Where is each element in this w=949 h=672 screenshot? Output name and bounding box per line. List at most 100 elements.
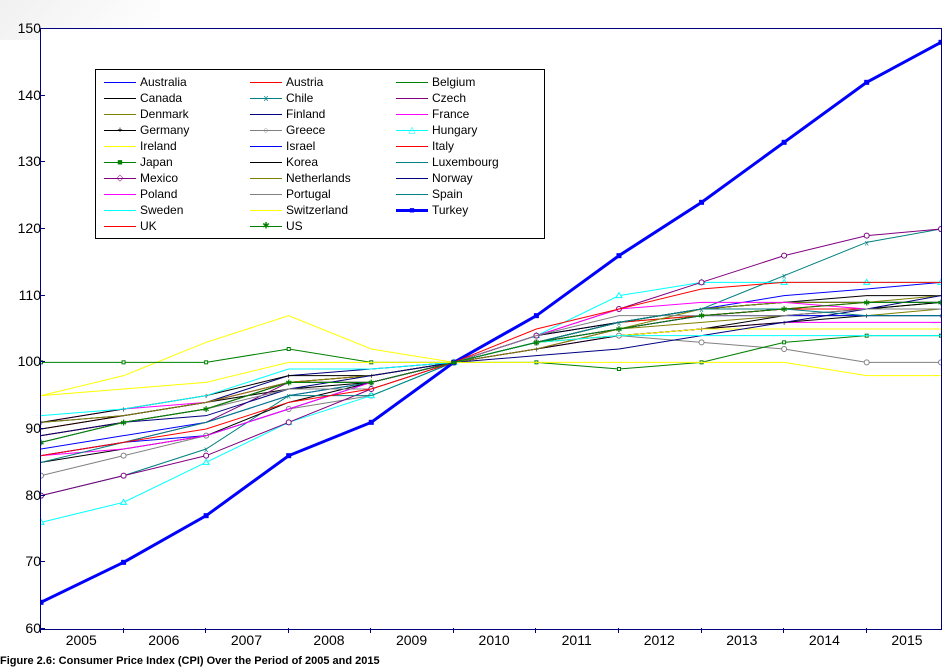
series-marker: ✱ [450, 358, 457, 367]
series-marker [939, 40, 941, 44]
legend-item-norway: Norway [396, 170, 536, 186]
legend-item-italy: Italy [396, 138, 536, 154]
series-line-us [41, 302, 941, 442]
legend-item-korea: Korea [250, 154, 390, 170]
y-axis-tick-label: 120 [18, 220, 41, 236]
series-marker [121, 453, 126, 458]
series-line-germany [41, 316, 941, 423]
series-line-luxembourg [41, 302, 941, 442]
series-marker: ✱ [863, 298, 870, 307]
y-axis-tick-label: 60 [25, 620, 41, 636]
legend-label: Poland [140, 187, 177, 201]
series-line-italy [41, 309, 941, 436]
legend-label: Canada [140, 91, 182, 105]
series-marker [938, 279, 941, 284]
legend-label: Norway [432, 171, 473, 185]
legend-label: Portugal [286, 187, 331, 201]
x-axis-tick-label: 2012 [644, 632, 675, 648]
x-axis-tick-label: 2011 [562, 632, 592, 648]
legend-item-finland: Finland [250, 106, 390, 122]
legend-label: Austria [286, 75, 323, 89]
x-axis-tick-label: 2006 [148, 632, 179, 648]
legend-item-luxembourg: Luxembourg [396, 154, 536, 170]
legend-item-czech: Czech [396, 90, 536, 106]
legend-label: Netherlands [286, 171, 351, 185]
y-axis-tick-label: 130 [18, 153, 41, 169]
legend-item-spain: Spain [396, 186, 536, 202]
legend-label: Greece [286, 123, 325, 137]
legend-item-chile: xChile [250, 90, 390, 106]
legend-item-austria: Austria [250, 74, 390, 90]
legend-item-us: ✱US [250, 218, 390, 234]
legend-label: Korea [286, 155, 318, 169]
x-axis-tick-label: 2005 [66, 632, 97, 648]
legend-item-japan: ■Japan [104, 154, 244, 170]
x-axis-tick-label: 2015 [891, 632, 922, 648]
series-marker: ✱ [698, 312, 705, 321]
series-marker [783, 341, 786, 344]
chart-legend: Australia Austria Belgium Canada xChile Czech… [95, 69, 545, 239]
y-axis-tick-label: 100 [18, 353, 41, 369]
legend-label: Spain [432, 187, 463, 201]
legend-label: Australia [140, 75, 187, 89]
figure-caption: Figure 2.6: Consumer Price Index (CPI) O… [0, 655, 380, 667]
series-marker [699, 280, 704, 285]
legend-label: Chile [286, 91, 313, 105]
series-marker: ✱ [533, 338, 540, 347]
series-marker [369, 420, 373, 424]
series-marker: ✱ [285, 378, 292, 387]
x-axis-tick-label: 2007 [231, 632, 262, 648]
legend-label: Mexico [140, 171, 178, 185]
legend-item-denmark: Denmark [104, 106, 244, 122]
series-marker [286, 420, 291, 425]
series-marker [700, 200, 704, 204]
series-marker [782, 253, 787, 258]
legend-item-portugal: Portugal [250, 186, 390, 202]
legend-label: Japan [140, 155, 173, 169]
series-marker [41, 473, 44, 478]
legend-label: Denmark [140, 107, 189, 121]
series-line-israel [41, 316, 941, 456]
series-line-poland [41, 302, 941, 455]
legend-label: France [432, 107, 469, 121]
legend-label: Hungary [432, 123, 477, 137]
y-axis-tick-label: 150 [18, 20, 41, 36]
series-line-switzerland [41, 362, 941, 395]
series-marker: x [865, 238, 869, 247]
series-marker [287, 348, 290, 351]
series-marker: ✱ [203, 405, 210, 414]
series-marker [287, 454, 291, 458]
legend-label: Germany [140, 123, 189, 137]
series-marker [939, 360, 942, 365]
legend-label: Italy [432, 139, 454, 153]
series-marker [122, 560, 126, 564]
x-axis-tick-label: 2009 [396, 632, 427, 648]
series-marker [534, 314, 538, 318]
series-line-ireland [41, 316, 941, 396]
series-marker: ✱ [368, 378, 375, 387]
series-marker: ✱ [41, 438, 45, 447]
series-marker: x [204, 445, 208, 454]
legend-item-switzerland: Switzerland [250, 202, 390, 218]
legend-item-uk: UK [104, 218, 244, 234]
series-marker [865, 80, 869, 84]
series-marker [204, 514, 208, 518]
legend-item-hungary: △Hungary [396, 122, 536, 138]
series-line-denmark [41, 309, 941, 436]
x-axis-tick-label: 2014 [809, 632, 840, 648]
series-marker [121, 473, 126, 478]
series-marker [864, 233, 869, 238]
x-axis-tick-label: 2008 [313, 632, 344, 648]
series-marker [782, 140, 786, 144]
series-marker [864, 279, 870, 284]
legend-label: UK [140, 219, 157, 233]
y-axis-tick-label: 70 [25, 553, 41, 569]
series-marker: ✱ [120, 418, 127, 427]
y-axis-tick-label: 110 [19, 287, 41, 303]
x-axis-tick-label: 2010 [479, 632, 510, 648]
y-axis-tick-label: 80 [25, 487, 41, 503]
legend-label: Luxembourg [432, 155, 499, 169]
series-marker [41, 600, 43, 604]
legend-item-greece: ○Greece [250, 122, 390, 138]
legend-label: Belgium [432, 75, 475, 89]
